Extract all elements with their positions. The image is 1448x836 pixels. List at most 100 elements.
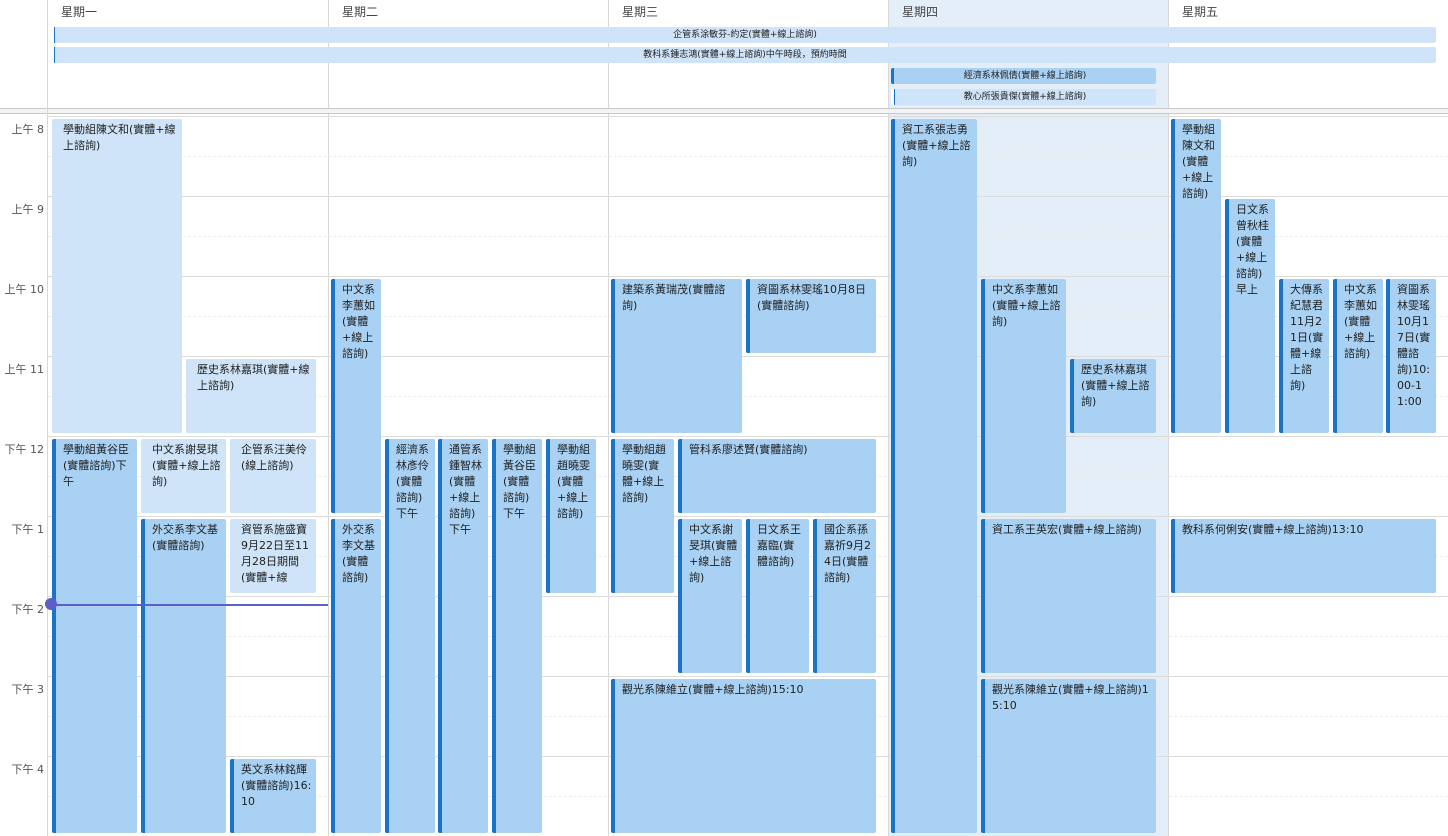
day-header-label: 星期四 xyxy=(902,5,939,19)
allday-event-label: 企管系涂敏芬-約定(實體+線上諮詢) xyxy=(673,30,817,40)
event-title: 觀光系陳維立(實體+線上諮詢)15:10 xyxy=(992,683,1149,712)
event-block[interactable]: 歷史系林嘉琪(實體+線上諮詢) xyxy=(1070,359,1156,433)
event-title: 學動組陳文和(實體+線上諮詢) xyxy=(63,123,176,152)
event-block[interactable]: 學動組黃谷臣(實體諮詢)下午 xyxy=(52,439,137,833)
day-header-fri[interactable]: 星期五 xyxy=(1169,0,1448,22)
allday-event[interactable]: 教科系鍾志鴻(實體+線上諮詢)中午時段，預約時間 xyxy=(51,47,1436,63)
time-label: 上午 9 xyxy=(11,203,45,216)
event-title: 管科系廖述賢(實體諮詢) xyxy=(689,443,808,456)
time-gutter xyxy=(0,0,48,836)
event-title: 外交系李文基(實體諮詢) xyxy=(152,523,218,552)
event-block[interactable]: 日文系王嘉臨(實體諮詢) xyxy=(746,519,809,673)
event-block[interactable]: 學動組趙曉雯(實體+線上諮詢) xyxy=(611,439,674,593)
event-title: 學動組趙曉雯(實體+線上諮詢) xyxy=(557,443,590,520)
time-label: 下午 4 xyxy=(11,763,45,776)
event-block[interactable]: 企管系汪美伶(線上諮詢) xyxy=(230,439,316,513)
event-block[interactable]: 外交系李文基(實體諮詢) xyxy=(141,519,226,833)
event-block[interactable]: 日文系曾秋桂(實體+線上諮詢)早上 xyxy=(1225,199,1275,433)
allday-event-label: 教心所張貴傑(實體+線上諮詢) xyxy=(963,92,1087,102)
event-block[interactable]: 資管系施盛寶9月22日至11月28日期間(實體+線 xyxy=(230,519,316,593)
event-block[interactable]: 教科系何俐安(實體+線上諮詢)13:10 xyxy=(1171,519,1436,593)
event-title: 中文系李蕙如(實體+線上諮詢) xyxy=(342,283,375,360)
event-title: 資工系張志勇(實體+線上諮詢) xyxy=(902,123,971,168)
day-header-label: 星期三 xyxy=(622,5,659,19)
event-block[interactable]: 通管系鍾智林(實體+線上諮詢)下午 xyxy=(438,439,488,833)
event-block[interactable]: 中文系李蕙如(實體+線上諮詢) xyxy=(981,279,1066,513)
event-title: 通管系鍾智林(實體+線上諮詢)下午 xyxy=(449,443,482,536)
event-block[interactable]: 建築系黃瑞茂(實體諮詢) xyxy=(611,279,742,433)
event-title: 歷史系林嘉琪(實體+線上諮詢) xyxy=(1081,363,1150,408)
time-label: 上午 8 xyxy=(11,123,45,136)
event-block[interactable]: 資工系張志勇(實體+線上諮詢) xyxy=(891,119,977,833)
day-header-mon[interactable]: 星期一 xyxy=(48,0,329,22)
hour-line xyxy=(48,516,1448,517)
hour-line xyxy=(48,116,1448,117)
day-column-mon[interactable] xyxy=(48,114,329,836)
event-title: 建築系黃瑞茂(實體諮詢) xyxy=(622,283,726,312)
event-block[interactable]: 中文系李蕙如(實體+線上諮詢) xyxy=(331,279,381,513)
hour-line xyxy=(48,356,1448,357)
current-time-dot xyxy=(45,598,57,610)
allday-cell-tue xyxy=(329,22,609,108)
event-title: 經濟系林彥伶(實體諮詢)下午 xyxy=(396,443,429,520)
event-title: 日文系曾秋桂(實體+線上諮詢)早上 xyxy=(1236,203,1269,296)
day-column-tue[interactable] xyxy=(329,114,609,836)
event-block[interactable]: 管科系廖述賢(實體諮詢) xyxy=(678,439,876,513)
allday-cell-mon xyxy=(48,22,329,108)
time-label: 下午 1 xyxy=(11,523,45,536)
event-title: 企管系汪美伶(線上諮詢) xyxy=(241,443,307,472)
event-block[interactable]: 資圖系林雯瑤10月8日(實體諮詢) xyxy=(746,279,876,353)
hour-line xyxy=(48,196,1448,197)
event-block[interactable]: 中文系李蕙如(實體+線上諮詢) xyxy=(1333,279,1383,433)
day-header-label: 星期二 xyxy=(342,5,379,19)
event-title: 外交系李文基(實體諮詢) xyxy=(342,523,375,584)
event-title: 教科系何俐安(實體+線上諮詢)13:10 xyxy=(1182,523,1364,536)
event-title: 觀光系陳維立(實體+線上諮詢)15:10 xyxy=(622,683,804,696)
allday-event[interactable]: 企管系涂敏芬-約定(實體+線上諮詢) xyxy=(51,27,1436,43)
event-block[interactable]: 中文系謝旻琪(實體+線上諮詢) xyxy=(678,519,742,673)
current-time-line xyxy=(52,604,328,606)
event-block[interactable]: 觀光系陳維立(實體+線上諮詢)15:10 xyxy=(611,679,876,833)
day-column-wed[interactable] xyxy=(609,114,889,836)
allday-event[interactable]: 教心所張貴傑(實體+線上諮詢) xyxy=(891,89,1156,105)
event-block[interactable]: 英文系林銘輝(實體諮詢)16:10 xyxy=(230,759,316,833)
time-label: 下午 2 xyxy=(11,603,45,616)
event-block[interactable]: 資圖系林雯瑤10月17日(實體諮詢)10:00-11:00 xyxy=(1386,279,1436,433)
event-title: 學動組黃谷臣(實體諮詢)下午 xyxy=(63,443,129,488)
event-title: 中文系李蕙如(實體+線上諮詢) xyxy=(1344,283,1377,360)
hour-line xyxy=(48,276,1448,277)
hour-line xyxy=(48,676,1448,677)
event-title: 中文系謝旻琪(實體+線上諮詢) xyxy=(689,523,738,584)
day-header-label: 星期一 xyxy=(61,5,98,19)
event-block[interactable]: 觀光系陳維立(實體+線上諮詢)15:10 xyxy=(981,679,1156,833)
event-title: 大傳系紀慧君11月21日(實體+線上諮詢) xyxy=(1290,283,1324,392)
event-block[interactable]: 學動組趙曉雯(實體+線上諮詢) xyxy=(546,439,596,593)
event-block[interactable]: 學動組陳文和(實體+線上諮詢) xyxy=(1171,119,1221,433)
event-title: 資圖系林雯瑤10月8日(實體諮詢) xyxy=(757,283,866,312)
event-block[interactable]: 外交系李文基(實體諮詢) xyxy=(331,519,381,833)
event-block[interactable]: 中文系謝旻琪(實體+線上諮詢) xyxy=(141,439,226,513)
event-title: 歷史系林嘉琪(實體+線上諮詢) xyxy=(197,363,310,392)
allday-event-label: 經濟系林佩倩(實體+線上諮詢) xyxy=(963,71,1087,81)
half-hour-line xyxy=(48,236,1448,237)
event-block[interactable]: 大傳系紀慧君11月21日(實體+線上諮詢) xyxy=(1279,279,1329,433)
time-label: 上午 10 xyxy=(4,283,45,296)
day-header-label: 星期五 xyxy=(1182,5,1219,19)
event-title: 日文系王嘉臨(實體諮詢) xyxy=(757,523,801,568)
half-hour-line xyxy=(48,156,1448,157)
time-label: 上午 11 xyxy=(4,363,45,376)
event-block[interactable]: 經濟系林彥伶(實體諮詢)下午 xyxy=(385,439,435,833)
event-title: 中文系謝旻琪(實體+線上諮詢) xyxy=(152,443,221,488)
day-header-tue[interactable]: 星期二 xyxy=(329,0,609,22)
event-block[interactable]: 歷史系林嘉琪(實體+線上諮詢) xyxy=(186,359,316,433)
allday-event[interactable]: 經濟系林佩倩(實體+線上諮詢) xyxy=(891,68,1156,84)
event-block[interactable]: 資工系王英宏(實體+線上諮詢) xyxy=(981,519,1156,673)
event-title: 學動組陳文和(實體+線上諮詢) xyxy=(1182,123,1215,200)
day-header-wed[interactable]: 星期三 xyxy=(609,0,889,22)
event-block[interactable]: 國企系孫嘉祈9月24日(實體諮詢) xyxy=(813,519,876,673)
day-header-thu[interactable]: 星期四 xyxy=(889,0,1169,22)
event-title: 國企系孫嘉祈9月24日(實體諮詢) xyxy=(824,523,871,584)
time-label: 下午 12 xyxy=(4,443,45,456)
event-block[interactable]: 學動組黃谷臣(實體諮詢)下午 xyxy=(492,439,542,833)
event-block[interactable]: 學動組陳文和(實體+線上諮詢) xyxy=(52,119,182,433)
